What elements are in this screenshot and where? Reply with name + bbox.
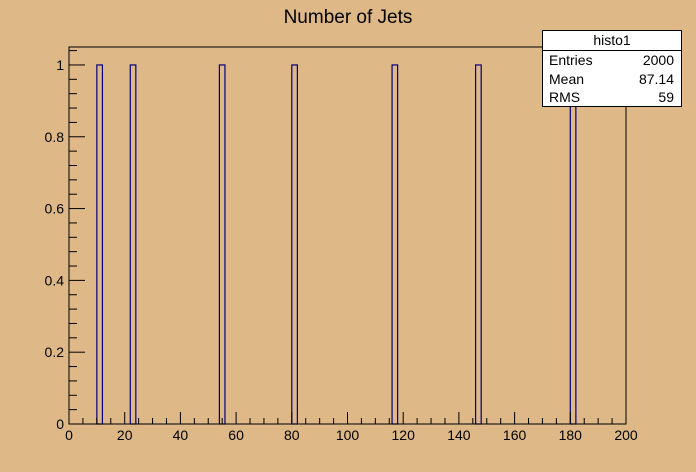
x-tick-label: 80 [284, 427, 300, 443]
y-tick-label: 0.6 [45, 201, 65, 217]
stats-box: histo1 Entries 2000 Mean 87.14 RMS 59 [542, 30, 682, 107]
histogram-bar [129, 64, 137, 425]
x-tick-label: 120 [392, 427, 416, 443]
stats-value: 59 [658, 89, 674, 105]
stats-value: 2000 [642, 52, 674, 68]
stats-label: RMS [549, 89, 581, 105]
stats-value: 87.14 [638, 70, 674, 87]
stats-row-rms: RMS 59 [543, 88, 681, 107]
histogram-bar [218, 64, 226, 425]
chart-title: Number of Jets [284, 7, 413, 28]
histogram-bar [569, 64, 577, 425]
x-axis-tick-labels: 0 20 40 60 80 100 120 140 160 180 200 [65, 427, 638, 443]
histogram-bar [475, 64, 482, 425]
y-tick-label: 0 [56, 416, 64, 432]
x-tick-label: 160 [503, 427, 527, 443]
stats-label: Mean [549, 70, 585, 87]
stats-row-mean: Mean 87.14 [543, 70, 681, 89]
histogram-bar [391, 64, 399, 425]
y-axis-ticks [69, 50, 85, 425]
y-tick-label: 0.8 [45, 129, 65, 145]
x-tick-label: 20 [117, 427, 133, 443]
histogram-bar [291, 64, 298, 425]
x-tick-label: 0 [65, 427, 73, 443]
stats-label: Entries [549, 52, 593, 68]
x-tick-label: 180 [559, 427, 583, 443]
x-tick-label: 60 [228, 427, 244, 443]
y-tick-label: 0.4 [45, 272, 65, 288]
y-tick-label: 1 [56, 57, 64, 73]
x-tick-label: 40 [173, 427, 189, 443]
stats-box-title: histo1 [543, 31, 681, 51]
stats-row-entries: Entries 2000 [543, 51, 681, 70]
x-axis-ticks [68, 412, 627, 424]
y-axis-tick-labels: 0 0.2 0.4 0.6 0.8 1 [45, 57, 65, 432]
histogram-bars [96, 64, 577, 425]
x-tick-label: 140 [447, 427, 471, 443]
y-tick-label: 0.2 [45, 344, 65, 360]
histogram-bar [96, 64, 104, 425]
x-tick-label: 100 [336, 427, 360, 443]
x-tick-label: 200 [614, 427, 638, 443]
